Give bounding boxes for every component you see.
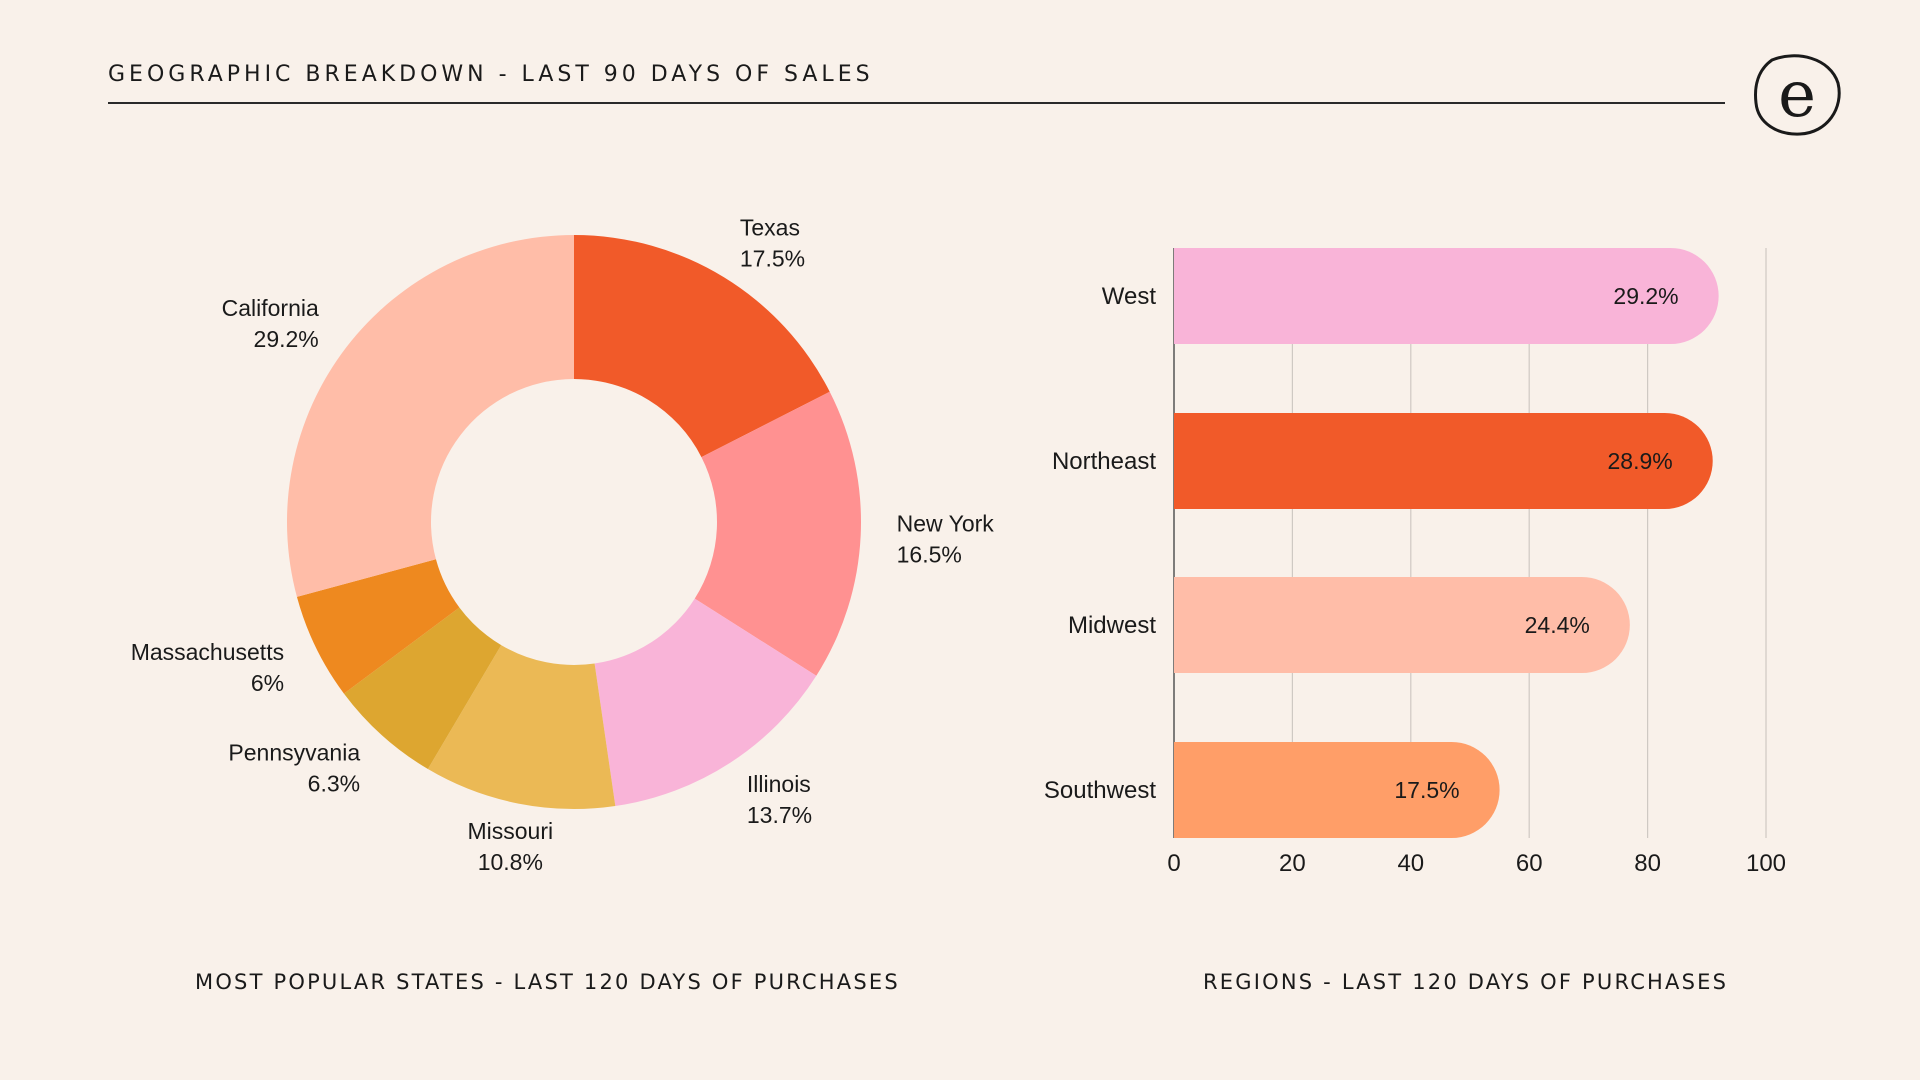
slice-value-illinois: 13.7% — [747, 802, 812, 828]
slice-label-pennsyvania: Pennsyvania — [228, 740, 360, 766]
states-donut-chart: Texas 17.5% New York 16.5% Illinois 13.7% Miss… — [131, 214, 995, 875]
slice-label-missouri: Missouri — [468, 818, 554, 844]
slice-california — [287, 235, 574, 597]
slice-label-massachusetts: Massachusetts — [131, 639, 284, 665]
slice-value-new-york: 16.5% — [897, 541, 962, 567]
x-tick-label: 80 — [1634, 850, 1661, 877]
brand-logo-icon: e — [1754, 54, 1841, 136]
regions-bar-chart: 0 20 40 60 80 100 West 29.2% Northeast 28.9% Midwe… — [1044, 248, 1786, 877]
slice-new-york — [694, 391, 861, 676]
slice-value-pennsyvania: 6.3% — [308, 771, 360, 797]
slice-value-missouri: 10.8% — [478, 849, 543, 875]
bar-southwest — [1174, 742, 1500, 838]
x-tick-label: 60 — [1516, 850, 1543, 877]
slice-texas — [574, 235, 830, 458]
x-tick-label: 100 — [1746, 850, 1786, 877]
bar-value-label-midwest: 24.4% — [1525, 612, 1590, 638]
slice-label-texas: Texas — [740, 214, 800, 240]
bar-value-label-northeast: 28.9% — [1608, 448, 1673, 474]
x-tick-label: 40 — [1397, 850, 1424, 877]
slice-value-california: 29.2% — [254, 326, 319, 352]
donut-chart-caption: MOST POPULAR STATES - LAST 120 DAYS OF P… — [195, 970, 900, 994]
slice-value-texas: 17.5% — [740, 245, 805, 271]
bar-value-label-west: 29.2% — [1613, 283, 1678, 309]
slice-label-california: California — [222, 295, 319, 321]
slice-value-massachusetts: 6% — [251, 670, 284, 696]
x-tick-label: 20 — [1279, 850, 1306, 877]
bar-value-label-southwest: 17.5% — [1394, 777, 1459, 803]
logo-letter: e — [1778, 58, 1816, 132]
bar-chart-caption: REGIONS - LAST 120 DAYS OF PURCHASES — [1203, 970, 1729, 994]
header-divider — [108, 102, 1725, 104]
bar-midwest — [1174, 577, 1630, 673]
category-label-midwest: Midwest — [1068, 612, 1156, 639]
slice-illinois — [594, 598, 817, 807]
category-label-southwest: Southwest — [1044, 777, 1156, 804]
slice-label-new-york: New York — [897, 510, 995, 536]
bar-northeast — [1174, 413, 1713, 509]
slice-massachusetts — [296, 559, 460, 694]
slice-label-illinois: Illinois — [747, 771, 811, 797]
slice-pennsyvania — [343, 607, 502, 770]
header-title: GEOGRAPHIC BREAKDOWN - LAST 90 DAYS OF S… — [108, 62, 874, 87]
x-tick-label: 0 — [1167, 850, 1180, 877]
bar-west — [1174, 248, 1719, 344]
category-label-northeast: Northeast — [1052, 448, 1156, 475]
category-label-west: West — [1102, 283, 1157, 310]
slice-missouri — [427, 645, 616, 810]
